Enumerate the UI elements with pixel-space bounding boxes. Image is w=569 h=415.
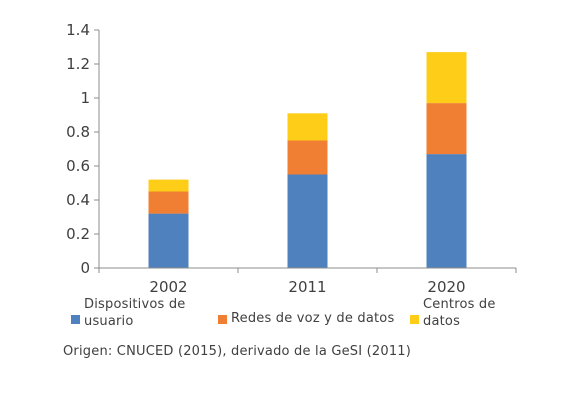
y-tick-label: 0.8 xyxy=(66,123,90,141)
bar-segment-data-centers-2002 xyxy=(148,179,189,192)
y-tick-label: 0 xyxy=(80,259,90,277)
legend-label-data-centers: Centros de datos xyxy=(423,296,496,330)
legend-item-data-centers: Centros de datos xyxy=(410,296,496,330)
y-tick-label: 0.2 xyxy=(66,225,90,243)
legend-swatch-data-centers xyxy=(410,315,419,324)
stacked-bar-chart: 0 0.2 0.4 0.6 0.8 1 1.2 1.4 2002 2011 2020 xyxy=(66,21,517,296)
bar-segment-voice-data-networks-2020 xyxy=(426,103,467,155)
legend-label-voice-data-networks: Redes de voz y de datos xyxy=(231,310,394,327)
legend: Dispositivos de usuario Redes de voz y d… xyxy=(0,296,569,346)
x-axis-tick-marks xyxy=(98,268,517,273)
y-tick-label: 1 xyxy=(80,89,90,107)
legend-swatch-user-devices xyxy=(71,315,80,324)
legend-swatch-voice-data-networks xyxy=(218,315,227,324)
bar-segment-data-centers-2020 xyxy=(426,52,467,104)
bar-segment-data-centers-2011 xyxy=(287,113,328,141)
y-axis-tick-marks xyxy=(94,29,99,269)
legend-label-line: Redes de voz y de datos xyxy=(231,311,395,326)
legend-label-line: Dispositivos de xyxy=(84,297,186,312)
legend-label-line: usuario xyxy=(84,314,134,329)
y-tick-label: 0.6 xyxy=(66,157,90,175)
bar-segment-voice-data-networks-2011 xyxy=(287,140,328,175)
bar-stacks xyxy=(148,52,467,268)
x-tick-label: 2020 xyxy=(427,278,465,296)
bar-segment-user-devices-2002 xyxy=(148,213,189,268)
bar-segment-user-devices-2011 xyxy=(287,174,328,268)
x-axis-tick-labels: 2002 2011 2020 xyxy=(149,278,465,296)
bar-segment-voice-data-networks-2002 xyxy=(148,191,189,214)
legend-label-line: Centros de xyxy=(423,297,496,312)
axes xyxy=(98,30,516,269)
y-axis-tick-labels: 0 0.2 0.4 0.6 0.8 1 1.2 1.4 xyxy=(66,21,90,277)
legend-item-user-devices: Dispositivos de usuario xyxy=(71,296,186,330)
legend-label-user-devices: Dispositivos de usuario xyxy=(84,296,186,330)
bar-segment-user-devices-2020 xyxy=(426,154,467,268)
y-tick-label: 1.4 xyxy=(66,21,90,39)
x-tick-label: 2002 xyxy=(149,278,187,296)
legend-label-line: datos xyxy=(423,314,461,329)
y-tick-label: 0.4 xyxy=(66,191,90,209)
source-note: Origen: CNUCED (2015), derivado de la Ge… xyxy=(63,344,412,359)
x-tick-label: 2011 xyxy=(288,278,326,296)
y-tick-label: 1.2 xyxy=(66,55,90,73)
legend-item-voice-data-networks: Redes de voz y de datos xyxy=(218,296,394,327)
